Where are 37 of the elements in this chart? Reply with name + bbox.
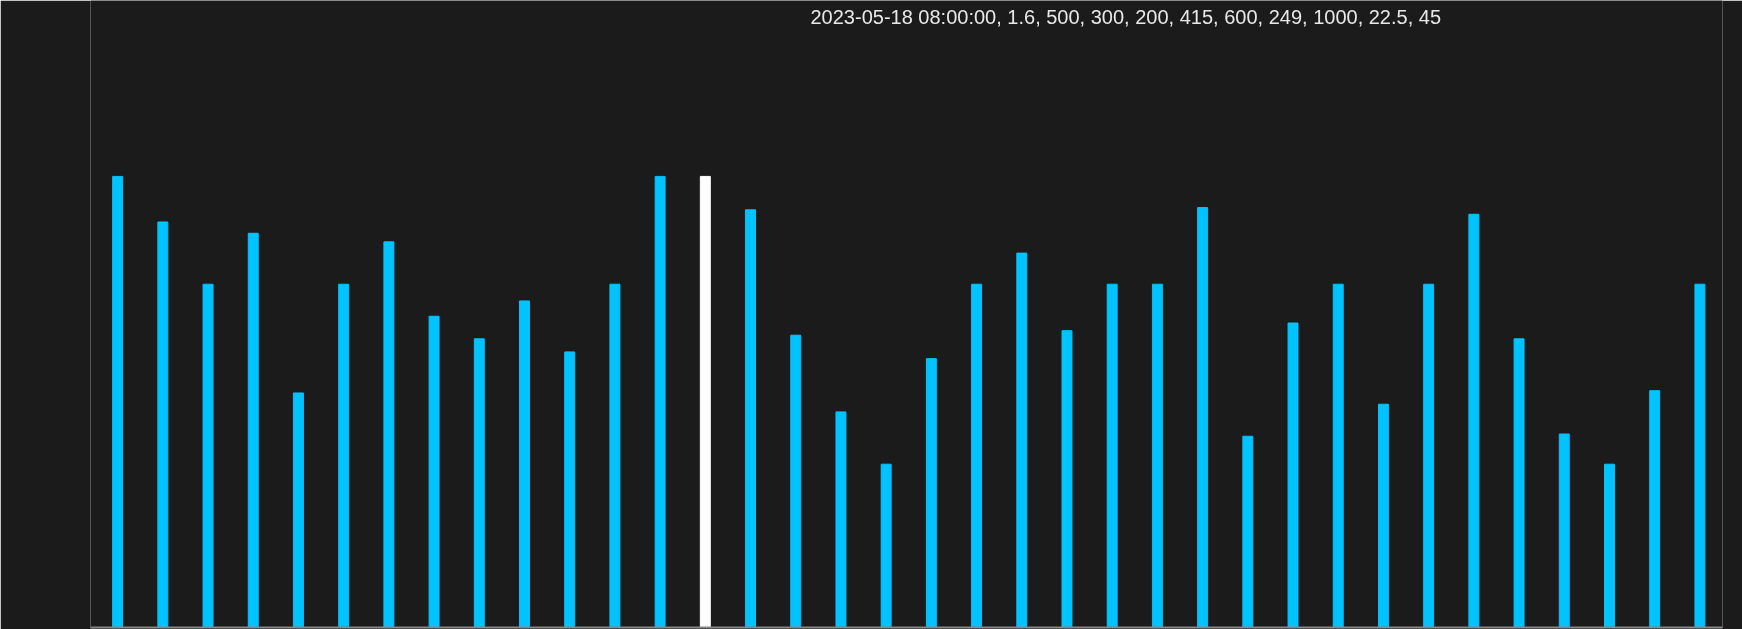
bar: [654, 175, 666, 628]
bar: [1197, 207, 1209, 628]
bar: [1604, 463, 1615, 628]
bar: [383, 241, 395, 628]
bar: [1332, 283, 1344, 628]
bar: [1423, 283, 1435, 628]
bar: [1061, 330, 1073, 628]
bar: [1106, 283, 1118, 628]
bar: [745, 209, 757, 628]
bar: [971, 283, 983, 628]
bar: [1513, 338, 1525, 628]
bar: [1649, 390, 1661, 628]
bar: [112, 175, 124, 628]
bar: [473, 338, 485, 628]
bar: [925, 358, 937, 628]
bar: [1287, 322, 1299, 628]
bar: [880, 463, 892, 628]
bar: [790, 334, 802, 628]
bar: [835, 411, 847, 628]
bar: [1151, 283, 1163, 628]
bar: [292, 392, 304, 628]
bar: [519, 300, 530, 628]
bar: [564, 351, 576, 628]
bar: [1694, 283, 1706, 628]
bar: [202, 283, 214, 628]
bar: [699, 175, 711, 628]
bar: [247, 232, 259, 628]
bar: [609, 283, 621, 628]
bar: [157, 221, 169, 628]
bar: [1242, 435, 1254, 628]
bar: [1016, 252, 1028, 628]
bar: [1558, 433, 1570, 628]
bar: [1468, 213, 1480, 628]
bar: [428, 315, 440, 628]
bar: [338, 283, 350, 628]
bar: [1377, 403, 1389, 628]
text: 2023-05-18 08:00:00, 1.6, 500, 300, 200, 415, 600, 249, 1000, 22.5, 45: [810, 5, 1442, 28]
